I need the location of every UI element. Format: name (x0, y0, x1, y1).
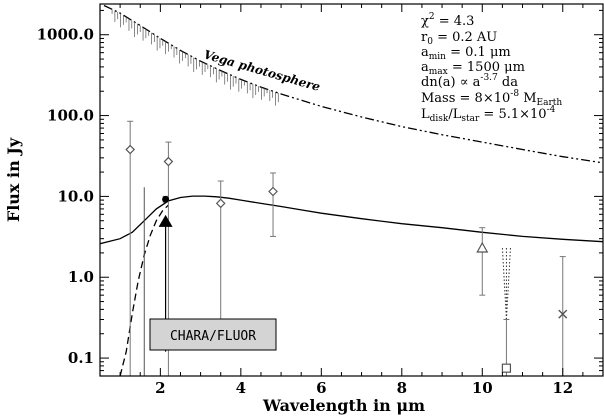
data-point-x (558, 309, 568, 319)
x-tick-label: 12 (552, 379, 573, 397)
plot-layer (100, 4, 603, 376)
tick-layer: 2 4 6 8 10 12 0.1 1.0 10.0 100.0 1000.0 (37, 4, 604, 397)
x-axis-label: Wavelength in μm (262, 396, 425, 415)
data-point-diamond (125, 144, 136, 155)
data-point-diamond (163, 156, 174, 167)
instrument-box-background (149, 318, 277, 351)
x-tick-label: 2 (155, 379, 165, 397)
plot-frame (99, 3, 604, 377)
series-line-disk-model (100, 195, 603, 245)
x-tick-label: 4 (236, 379, 246, 397)
y-tick-label: 0.1 (68, 349, 94, 367)
x-tick-label: 8 (397, 379, 407, 397)
annotation-block: χ2 = 4.3 r0 = 0.2 AU amin = 0.1 μm amax … (421, 12, 562, 124)
y-tick-label: 1.0 (68, 268, 94, 286)
annotation-r0: r0 = 0.2 AU (421, 30, 497, 47)
annotation-chi2: χ2 = 4.3 (421, 12, 474, 29)
data-point-diamond (268, 186, 278, 197)
data-point-circle (162, 195, 170, 203)
annotation-amax: amax = 1500 μm (421, 60, 525, 77)
data-point-triangle-filled (158, 214, 173, 227)
series-line-photosphere (103, 4, 603, 164)
y-axis-label: Flux in Jy (4, 137, 23, 222)
instrument-box: CHARA/FLUOR (149, 318, 277, 351)
annotation-mass: Mass = 8×10-8 MEarth (421, 89, 562, 108)
data-point-diamond (215, 198, 226, 209)
y-tick-label: 10.0 (57, 187, 94, 205)
x-tick-label: 10 (472, 379, 493, 397)
annotation-size-distribution: dn(a) ∝ a-3.7 da (421, 73, 518, 90)
y-tick-label: 1000.0 (37, 26, 94, 44)
limit-dotted-line (505, 247, 511, 320)
limit-dotted-line (501, 247, 507, 320)
data-point-square (501, 363, 512, 373)
instrument-label: CHARA/FLUOR (170, 329, 256, 344)
y-tick-label: 100.0 (47, 107, 94, 125)
data-point-triangle (476, 241, 489, 253)
annotation-amin: amin = 0.1 μm (421, 45, 511, 62)
annotation-luminosity-ratio: Ldisk/Lstar = 5.1×10-4 (421, 105, 556, 124)
x-tick-label: 6 (316, 379, 326, 397)
